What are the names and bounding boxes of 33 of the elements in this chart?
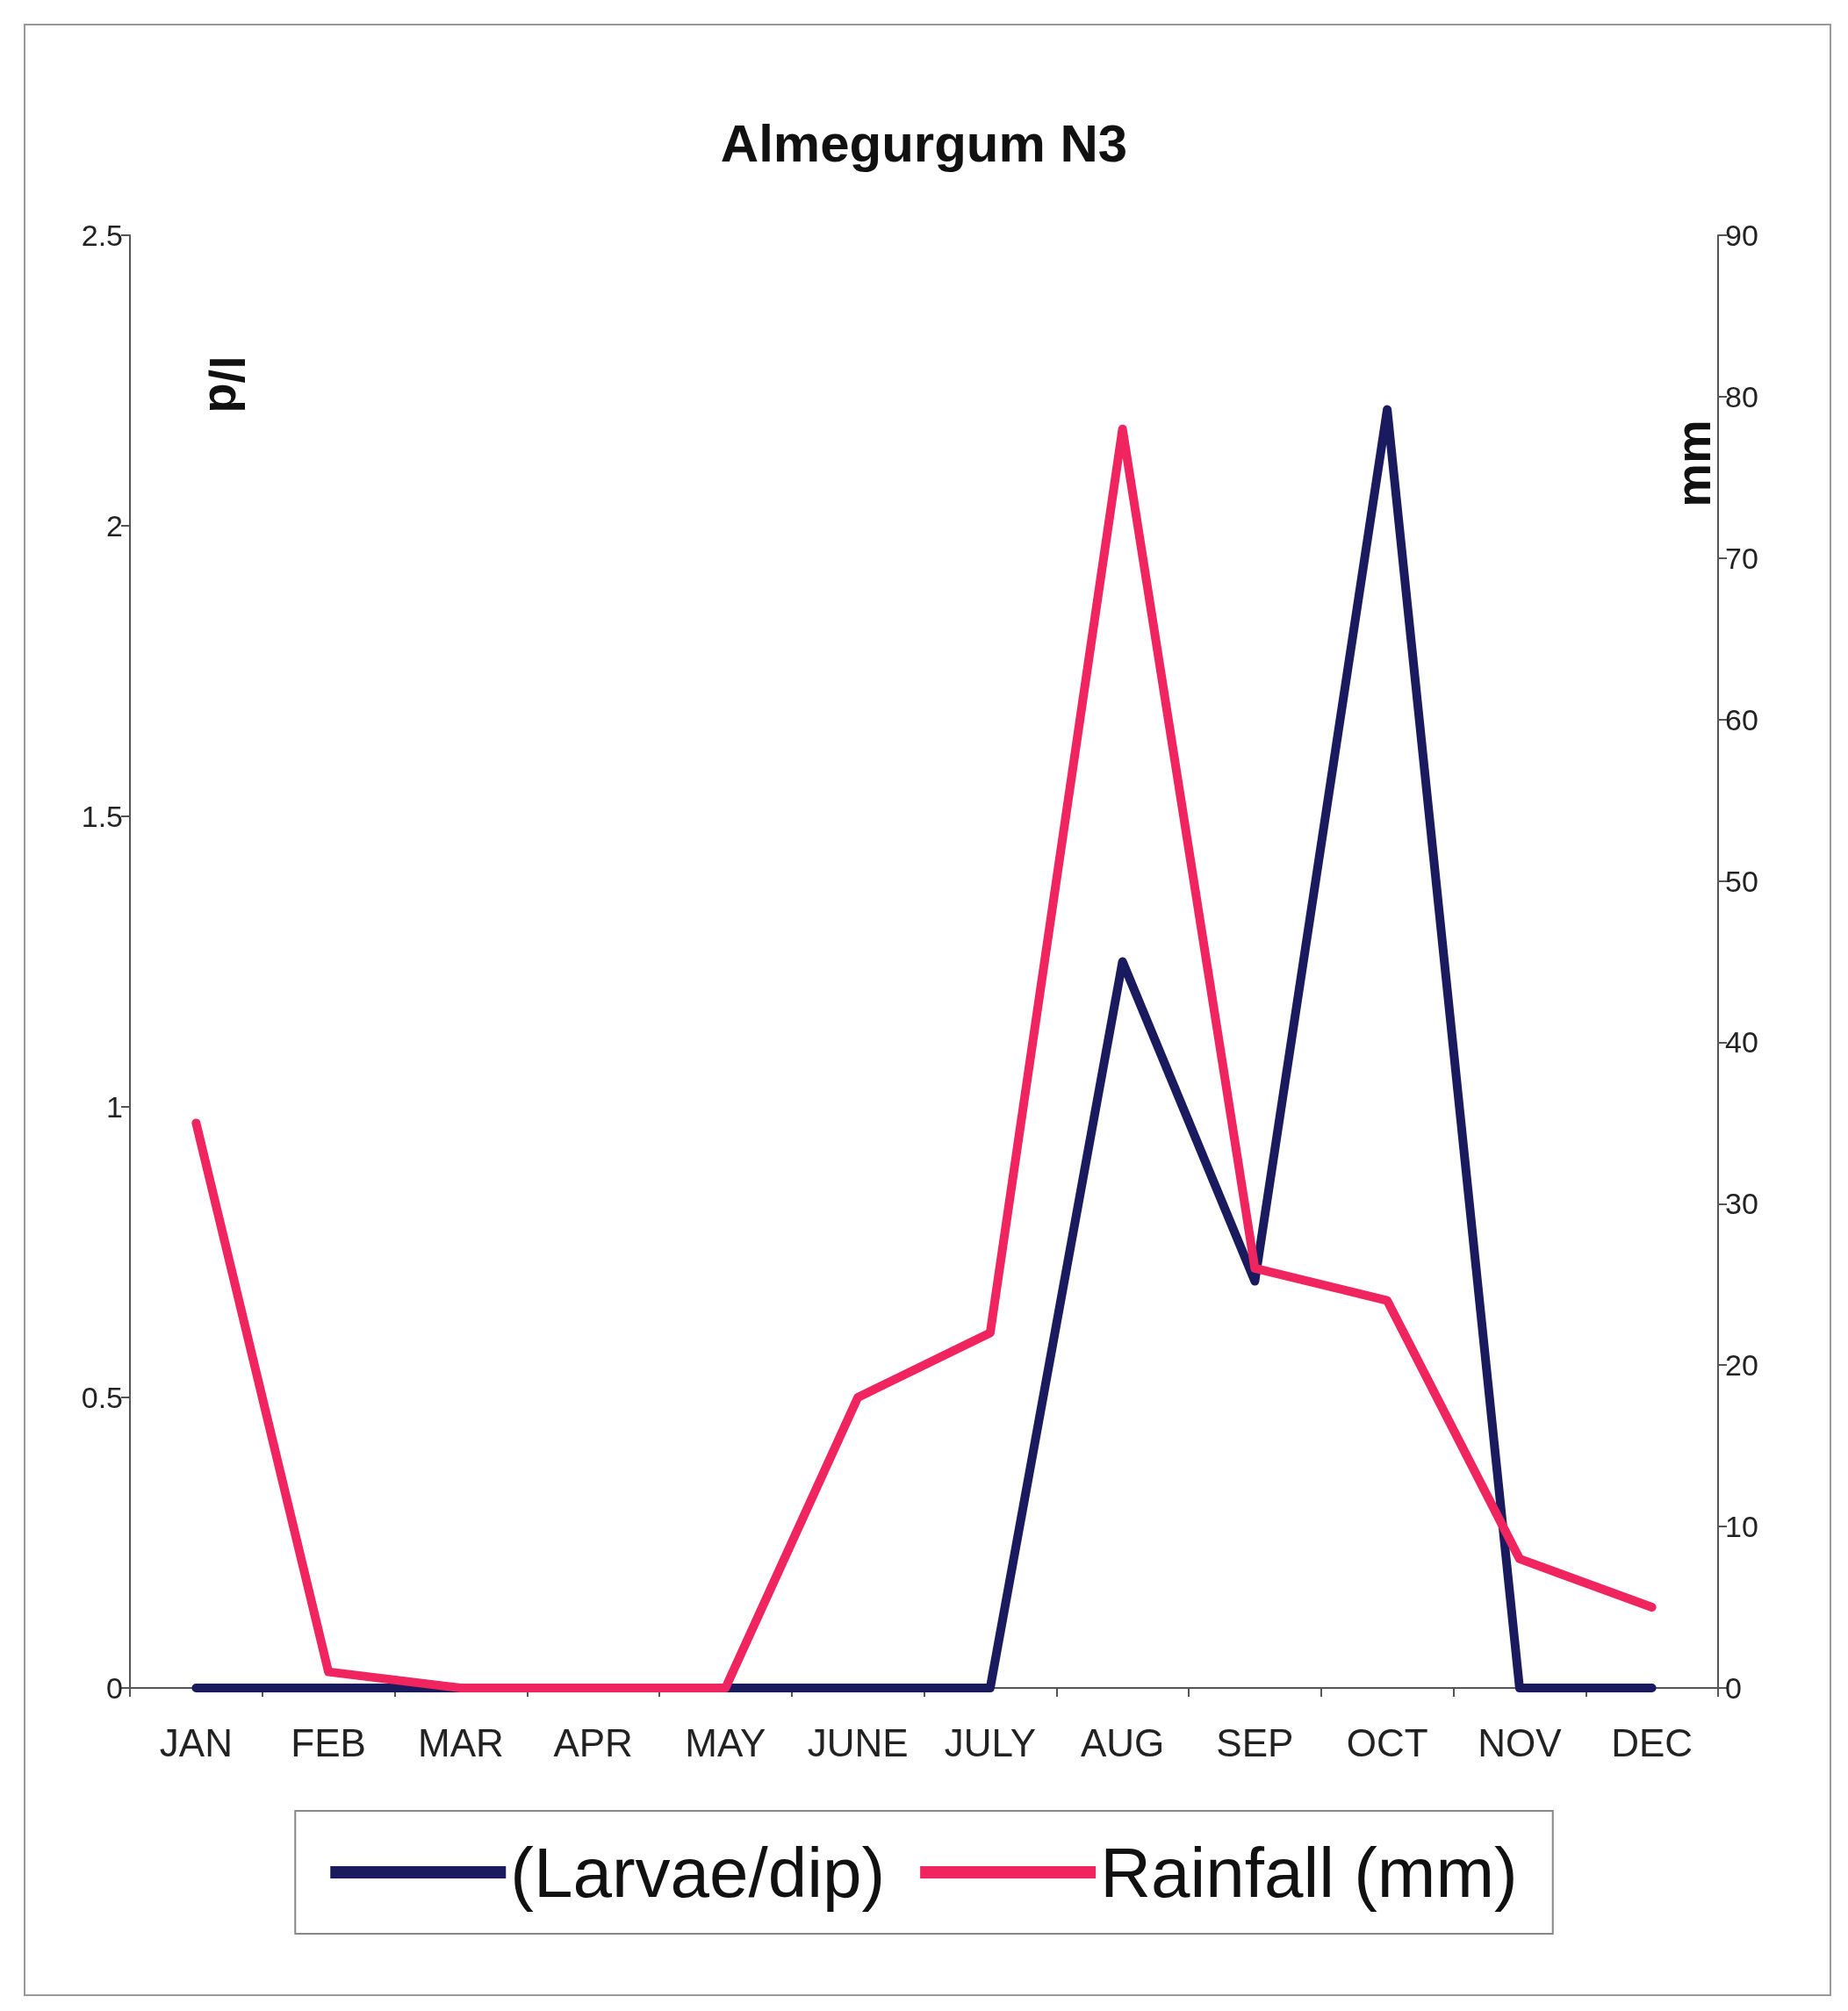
y2-tick-label: 90 [1725, 219, 1758, 252]
y-tick-label: 0 [106, 1671, 123, 1705]
y2-tick-label: 30 [1725, 1187, 1758, 1221]
y2-tick-label: 70 [1725, 541, 1758, 575]
y2-tick-label: 10 [1725, 1510, 1758, 1544]
x-tick-label: NOV [1478, 1720, 1563, 1764]
x-tick-label: AUG [1080, 1720, 1165, 1764]
x-tick-label: APR [553, 1720, 633, 1764]
x-tick-label: JULY [944, 1720, 1037, 1764]
y2-tick-label: 0 [1725, 1671, 1742, 1705]
x-tick-label: JUNE [807, 1720, 909, 1764]
y2-tick-label: 50 [1725, 864, 1758, 898]
x-tick-label: OCT [1346, 1720, 1428, 1764]
y-axis-title: l/d [198, 356, 255, 413]
x-tick-label: DEC [1611, 1720, 1693, 1764]
y-tick-label: 2 [106, 509, 123, 542]
y2-tick-label: 20 [1725, 1348, 1758, 1383]
x-tick-label: FEB [291, 1720, 366, 1764]
x-tick-label: MAR [417, 1720, 504, 1764]
y2-axis-title: mm [1665, 420, 1721, 507]
y-tick-label: 0.5 [81, 1381, 123, 1414]
y-tick-label: 2.5 [81, 219, 123, 252]
y2-tick-label: 40 [1725, 1025, 1758, 1059]
y-tick-label: 1.5 [81, 800, 123, 833]
x-tick-label: JAN [159, 1720, 233, 1764]
chart-title: Almegurgum N3 [720, 113, 1128, 173]
x-tick-label: SEP [1216, 1720, 1294, 1764]
legend-label: (Larvae/dip) [510, 1833, 886, 1912]
legend-label: Rainfall (mm) [1100, 1833, 1518, 1912]
x-tick-label: MAY [685, 1720, 766, 1764]
y2-tick-label: 60 [1725, 702, 1758, 736]
y-tick-label: 1 [106, 1090, 123, 1124]
y2-tick-label: 80 [1725, 379, 1758, 413]
